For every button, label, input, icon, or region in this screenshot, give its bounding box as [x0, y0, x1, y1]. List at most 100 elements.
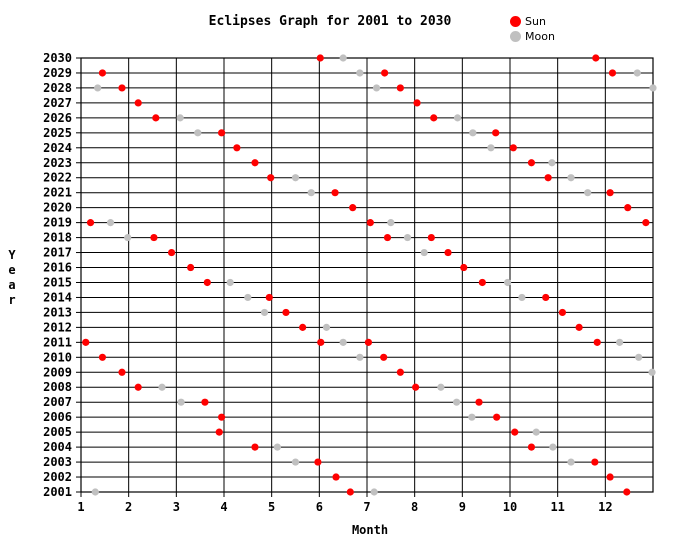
y-tick-label: 2003 — [43, 455, 72, 469]
point-sun — [82, 338, 90, 346]
point-sun — [331, 189, 339, 197]
chart-legend: Sun Moon — [510, 14, 555, 44]
y-tick-label: 2020 — [43, 201, 72, 215]
x-tick-label: 11 — [550, 500, 564, 514]
y-tick-label: 2024 — [43, 141, 72, 155]
x-tick-label: 9 — [459, 500, 466, 514]
y-tick-label: 2009 — [43, 365, 72, 379]
legend-label-moon: Moon — [525, 30, 555, 43]
y-tick-label: 2021 — [43, 186, 72, 200]
point-moon — [633, 69, 641, 77]
point-sun — [558, 308, 567, 317]
y-tick-label: 2027 — [43, 96, 72, 110]
point-moon — [177, 398, 185, 406]
point-sun — [542, 293, 550, 302]
y-tick-label: 2015 — [43, 275, 72, 289]
y-tick-label: 2010 — [43, 350, 72, 364]
point-sun — [265, 293, 273, 302]
x-tick-label: 5 — [268, 500, 275, 514]
point-sun — [380, 353, 388, 361]
point-sun — [366, 219, 374, 227]
point-moon — [260, 308, 269, 317]
y-tick-label: 2019 — [43, 216, 72, 230]
chart-title: Eclipses Graph for 2001 to 2030 — [208, 14, 452, 29]
point-moon — [567, 174, 575, 182]
point-moon — [322, 323, 331, 331]
point-sun — [544, 174, 552, 182]
y-tick-label: 2016 — [43, 261, 72, 275]
point-sun — [460, 263, 468, 272]
point-sun — [233, 144, 241, 152]
y-tick-label: 2014 — [43, 290, 72, 304]
point-sun — [118, 368, 126, 376]
point-sun — [218, 129, 226, 137]
point-sun — [251, 443, 259, 451]
x-tick-label: 4 — [220, 500, 227, 514]
point-moon — [468, 413, 476, 421]
point-moon — [635, 353, 643, 361]
y-tick-label: 2023 — [43, 156, 72, 170]
point-sun — [201, 398, 209, 406]
point-moon — [226, 278, 234, 287]
point-sun — [475, 398, 483, 406]
x-tick-label: 10 — [503, 500, 517, 514]
legend-swatch-sun — [510, 16, 521, 27]
point-sun — [187, 263, 195, 272]
x-axis-label: Month — [351, 523, 389, 537]
point-moon — [648, 368, 656, 376]
point-sun — [413, 99, 421, 107]
point-sun — [314, 458, 322, 466]
point-moon — [616, 338, 624, 346]
point-sun — [98, 69, 107, 77]
point-sun — [430, 114, 438, 122]
y-tick-label: 2004 — [43, 440, 72, 454]
point-sun — [299, 323, 307, 331]
point-sun — [134, 383, 142, 391]
point-sun — [98, 353, 107, 361]
x-tick-label: 8 — [411, 500, 418, 514]
point-sun — [215, 428, 223, 436]
point-sun — [203, 278, 211, 287]
point-moon — [420, 248, 428, 257]
point-sun — [608, 69, 617, 77]
point-moon — [307, 189, 315, 197]
point-moon — [584, 189, 592, 197]
point-sun — [346, 488, 354, 496]
point-moon — [291, 174, 300, 182]
point-moon — [548, 159, 556, 167]
point-sun — [267, 174, 275, 182]
point-moon — [469, 129, 477, 137]
point-sun — [527, 443, 536, 451]
y-tick-label: 2008 — [43, 380, 72, 394]
y-tick-label: 2013 — [43, 305, 72, 319]
y-tick-label: 2018 — [43, 231, 72, 245]
point-sun — [317, 338, 325, 346]
point-sun — [118, 84, 126, 92]
y-tick-label: 2002 — [43, 470, 72, 484]
y-tick-label: 2029 — [43, 66, 72, 80]
point-sun — [251, 159, 259, 167]
x-tick-label: 6 — [316, 500, 323, 514]
y-tick-label: 2007 — [43, 395, 72, 409]
point-sun — [624, 204, 632, 212]
point-moon — [356, 69, 364, 77]
point-sun — [591, 458, 599, 466]
legend-swatch-moon — [510, 31, 521, 42]
x-tick-label: 12 — [598, 500, 612, 514]
point-moon — [291, 458, 300, 466]
point-sun — [364, 338, 373, 346]
point-sun — [316, 54, 324, 62]
point-sun — [86, 219, 95, 227]
y-tick-label: 2026 — [43, 111, 72, 125]
y-tick-label: 2012 — [43, 320, 72, 334]
point-sun — [478, 278, 486, 287]
point-sun — [150, 233, 158, 242]
point-sun — [134, 99, 142, 107]
point-moon — [273, 443, 281, 451]
point-sun — [606, 189, 614, 197]
point-sun — [492, 129, 500, 137]
point-sun — [444, 248, 452, 257]
point-sun — [152, 114, 160, 122]
y-axis-label: Y e a r — [8, 248, 16, 307]
